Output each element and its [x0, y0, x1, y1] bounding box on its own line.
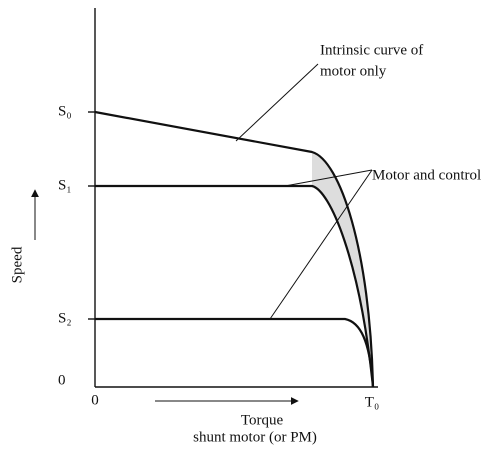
leader-line	[235, 63, 319, 142]
y-tick-label: S₂	[58, 310, 72, 326]
x-axis-sublabel: shunt motor (or PM)	[193, 429, 317, 445]
annotation: Intrinsic curve of	[320, 42, 423, 58]
y-tick-label: S₁	[58, 177, 72, 193]
y-axis-label: Speed	[9, 246, 25, 283]
leader-line	[269, 169, 373, 320]
y-tick-label: 0	[58, 372, 66, 388]
x-tick-label: T₀	[365, 394, 379, 410]
s1-curve	[95, 184, 375, 388]
s2-curve	[95, 317, 375, 388]
y-tick-label: S₀	[58, 103, 72, 119]
shaded-region	[312, 152, 373, 387]
x-tick-label: 0	[91, 392, 99, 408]
intrinsic-curve	[94, 110, 375, 388]
annotation: motor only	[320, 63, 387, 79]
x-axis-label: Torque	[241, 412, 284, 428]
leader-line	[284, 169, 373, 187]
annotation: Motor and control	[372, 167, 481, 183]
